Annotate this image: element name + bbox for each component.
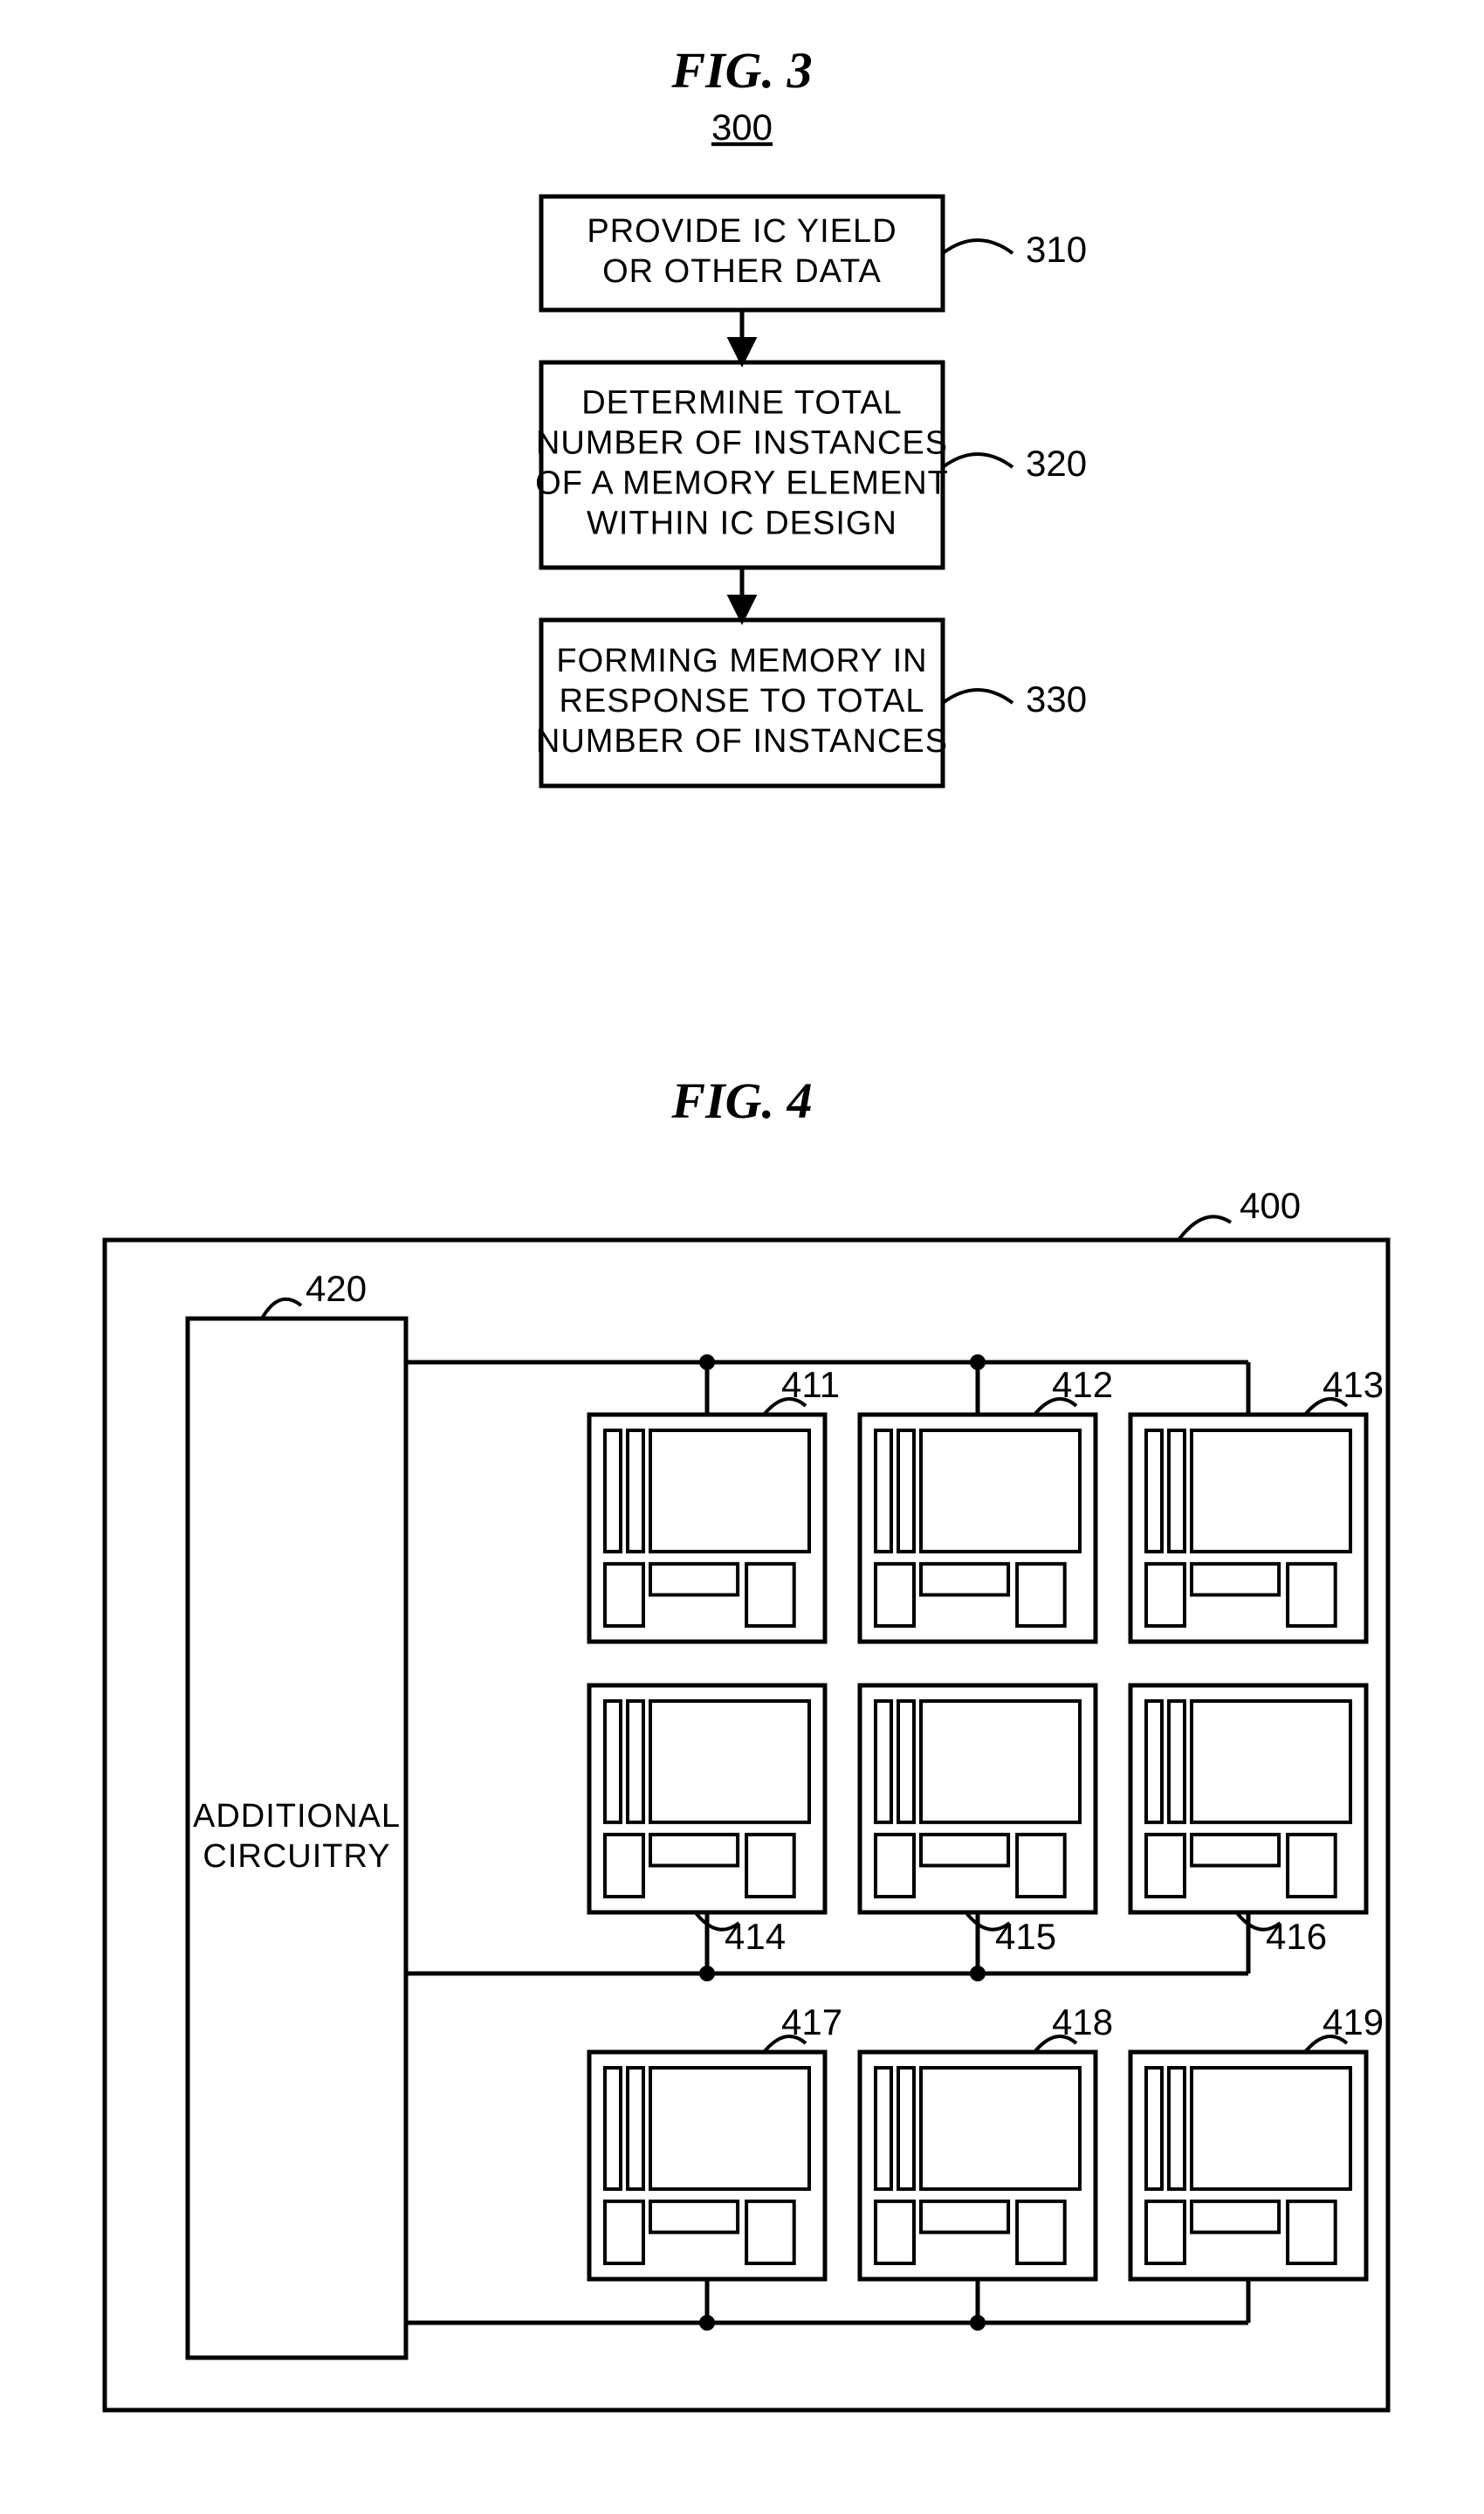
fig4-mem-ref-419: 419 [1323, 2001, 1384, 2042]
fig4-memory-418: 418 [860, 2001, 1113, 2279]
fig4-outer-ref: 400 [1240, 1185, 1301, 1226]
fig3-ref-320: 320 [1026, 443, 1087, 484]
fig4-botbus-dot-0 [699, 2315, 715, 2331]
fig4-mem-ref-416: 416 [1266, 1916, 1327, 1957]
fig4-topbus-dot-1 [970, 1354, 986, 1370]
fig4-memory-417: 417 [589, 2001, 842, 2279]
fig3-ref-330: 330 [1026, 678, 1087, 720]
fig4-memory-412: 412 [860, 1364, 1113, 1642]
fig4-outer-leader [1178, 1216, 1231, 1240]
fig4-topbus-dot-0 [699, 1354, 715, 1370]
fig3-ref-310: 310 [1026, 229, 1087, 270]
fig3-box-320-line-3: WITHIN IC DESIGN [587, 506, 897, 542]
fig4-additional-leader [262, 1299, 301, 1319]
fig4-mem-ref-412: 412 [1052, 1364, 1113, 1405]
fig3-subref: 300 [711, 107, 773, 148]
fig4-additional-line-1: CIRCUITRY [203, 1838, 390, 1875]
fig3-box-320-line-2: OF A MEMORY ELEMENT [535, 465, 949, 502]
fig3-box-310-line-1: OR OTHER DATA [602, 253, 882, 290]
fig3-leader-320 [943, 454, 1013, 467]
fig4-mem-ref-417: 417 [781, 2001, 842, 2042]
fig4-additional-ref: 420 [306, 1268, 367, 1309]
fig3-title: FIG. 3 [670, 42, 812, 99]
fig4-botbus-dot-1 [970, 2315, 986, 2331]
fig4-midbus-dot-1 [970, 1966, 986, 1981]
fig3-box-330-line-0: FORMING MEMORY IN [556, 643, 927, 679]
fig4-mem-ref-413: 413 [1323, 1364, 1384, 1405]
fig4-memory-419: 419 [1130, 2001, 1384, 2279]
fig4-mem-ref-418: 418 [1052, 2001, 1113, 2042]
fig4-additional-line-0: ADDITIONAL [193, 1798, 401, 1835]
fig4-mem-ref-415: 415 [995, 1916, 1056, 1957]
fig4-title: FIG. 4 [670, 1072, 812, 1129]
fig4-midbus-dot-0 [699, 1966, 715, 1981]
fig3-box-320-line-1: NUMBER OF INSTANCES [536, 425, 948, 462]
fig3-leader-330 [943, 690, 1013, 703]
fig4-memory-411: 411 [589, 1364, 840, 1642]
fig3-box-320-line-0: DETERMINE TOTAL [581, 385, 903, 422]
fig3-box-330-line-2: NUMBER OF INSTANCES [536, 723, 948, 760]
fig4-memory-413: 413 [1130, 1364, 1384, 1642]
fig3-box-310-line-0: PROVIDE IC YIELD [587, 213, 897, 250]
fig3-leader-310 [943, 240, 1013, 253]
fig3-box-330-line-1: RESPONSE TO TOTAL [560, 683, 925, 720]
fig4-mem-ref-411: 411 [781, 1364, 840, 1405]
fig4-mem-ref-414: 414 [725, 1916, 786, 1957]
